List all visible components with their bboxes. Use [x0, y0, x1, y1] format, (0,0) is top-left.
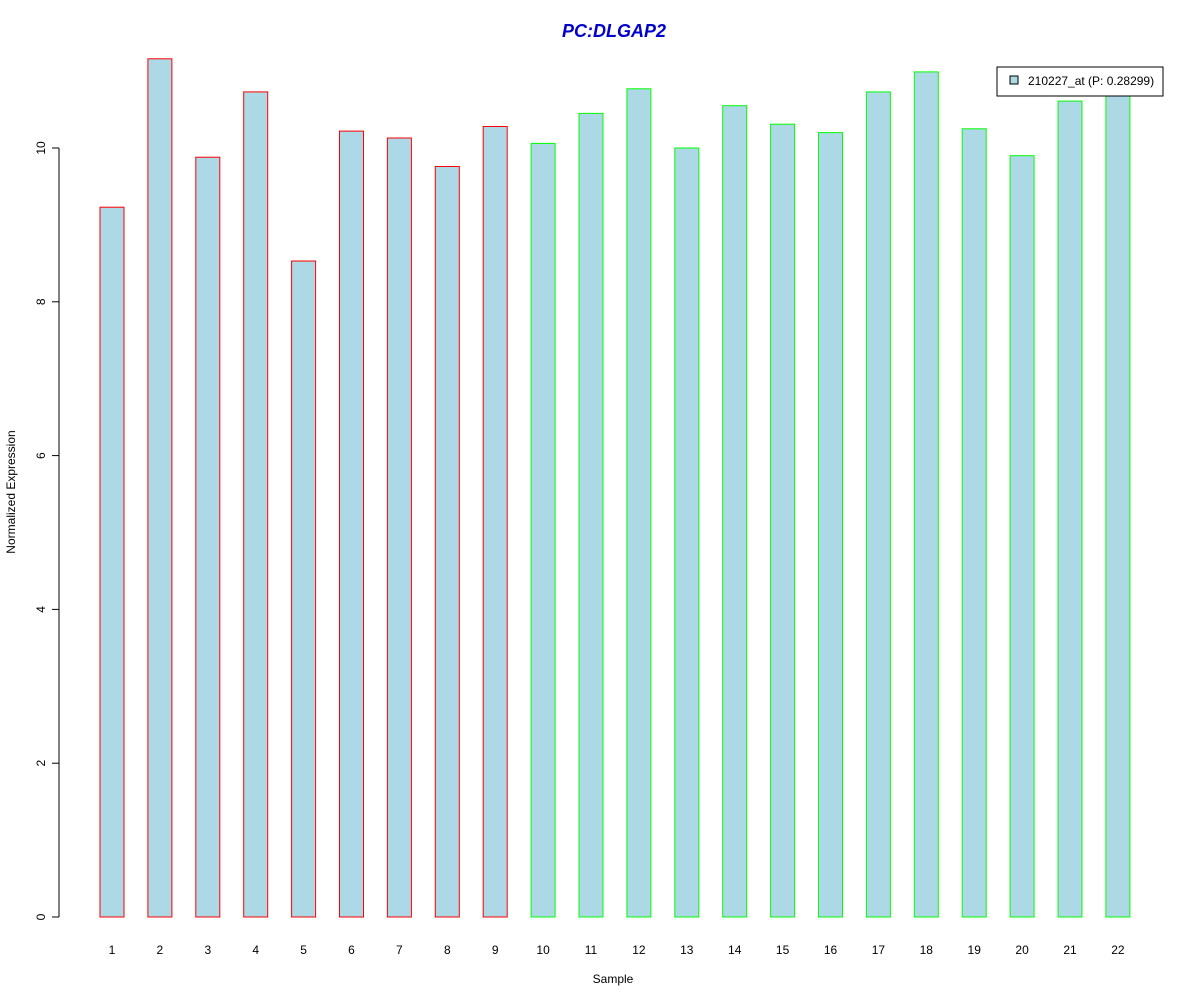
x-tick-labels: 1 2 3 4 5 6 7 8 9 10 11 12 13 14 15 16 17 18 19 20 21 22	[109, 943, 1125, 957]
x-tick-label-2: 2	[157, 943, 164, 957]
bar-sample-20	[1009, 155, 1035, 918]
bar-sample-14	[722, 105, 748, 918]
bar-sample-15	[770, 123, 796, 918]
x-tick-label-18: 18	[920, 943, 934, 957]
bar-sample-9	[482, 126, 508, 918]
legend-box	[996, 66, 1164, 97]
x-tick-label-4: 4	[252, 943, 259, 957]
bar-sample-21	[1057, 100, 1083, 918]
bar-sample-4	[243, 91, 269, 918]
x-tick-label-22: 22	[1111, 943, 1125, 957]
x-tick-label-21: 21	[1063, 943, 1077, 957]
x-tick-label-12: 12	[632, 943, 646, 957]
x-tick-label-17: 17	[872, 943, 886, 957]
y-axis: 0 2 4 6 8 10	[34, 141, 60, 920]
bar-sample-13	[674, 147, 700, 918]
y-tick-label-2: 2	[34, 760, 48, 767]
y-tick-label-10: 10	[34, 141, 48, 155]
bars-group	[99, 58, 1131, 918]
x-tick-label-8: 8	[444, 943, 451, 957]
x-tick-label-5: 5	[300, 943, 307, 957]
x-tick-label-13: 13	[680, 943, 694, 957]
bar-sample-22	[1105, 91, 1131, 918]
bar-sample-3	[195, 156, 221, 918]
x-tick-label-7: 7	[396, 943, 403, 957]
x-tick-label-16: 16	[824, 943, 838, 957]
bar-sample-5	[291, 260, 317, 918]
bar-sample-10	[530, 142, 556, 918]
bar-sample-1	[99, 206, 125, 918]
chart-title: PC:DLGAP2	[562, 21, 666, 41]
x-tick-label-6: 6	[348, 943, 355, 957]
x-tick-label-11: 11	[585, 943, 598, 957]
x-tick-label-3: 3	[204, 943, 211, 957]
y-tick-label-4: 4	[34, 606, 48, 613]
x-tick-label-1: 1	[109, 943, 116, 957]
x-tick-label-9: 9	[492, 943, 499, 957]
x-axis-label: Sample	[593, 972, 634, 986]
bar-sample-16	[818, 132, 843, 918]
legend: 210227_at (P: 0.28299)	[996, 66, 1164, 97]
bar-sample-12	[626, 88, 652, 918]
bar-sample-19	[961, 128, 987, 918]
bar-sample-17	[865, 91, 891, 918]
x-tick-label-19: 19	[968, 943, 982, 957]
x-tick-label-10: 10	[536, 943, 550, 957]
y-tick-label-6: 6	[34, 452, 48, 459]
bar-sample-11	[578, 112, 604, 918]
bar-sample-2	[147, 58, 173, 918]
y-tick-label-0: 0	[34, 913, 48, 920]
y-tick-label-8: 8	[34, 298, 48, 305]
legend-label: 210227_at (P: 0.28299)	[1028, 74, 1154, 88]
x-tick-label-20: 20	[1015, 943, 1029, 957]
x-tick-label-14: 14	[728, 943, 742, 957]
legend-swatch	[1009, 75, 1019, 85]
bar-sample-18	[913, 71, 939, 918]
y-axis-label: Normalized Expression	[4, 430, 18, 553]
bar-sample-6	[339, 130, 364, 918]
bar-sample-7	[386, 137, 412, 918]
x-tick-label-15: 15	[776, 943, 790, 957]
bar-sample-8	[434, 166, 460, 918]
